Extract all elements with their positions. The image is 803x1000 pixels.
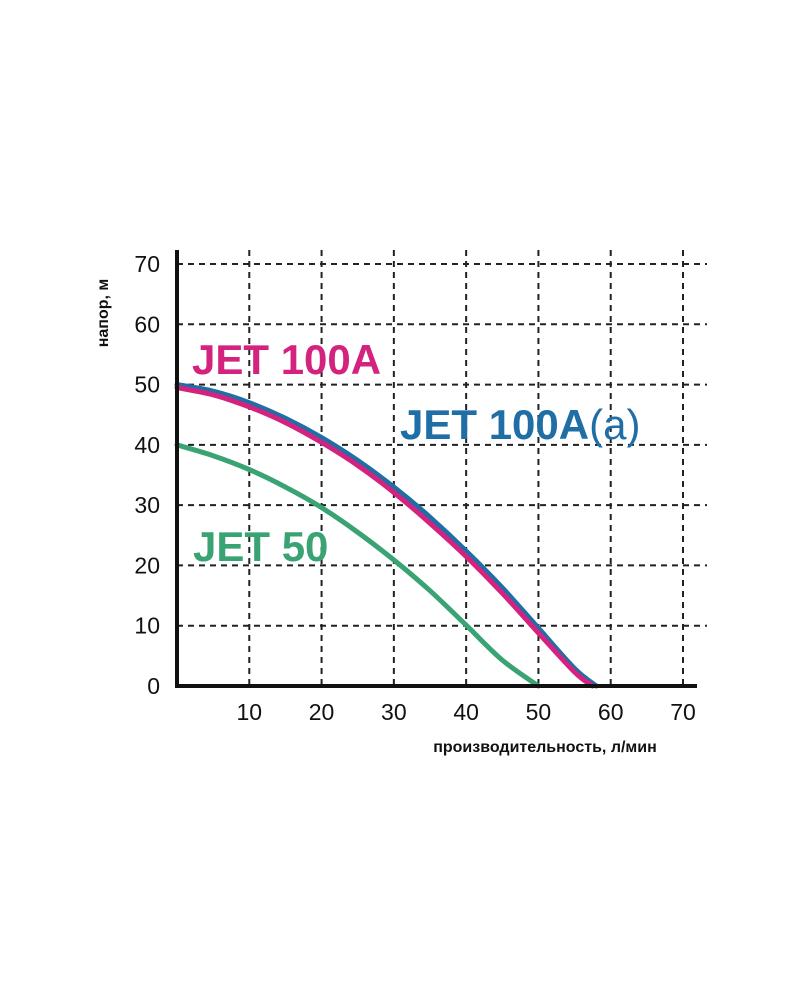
- series-label-jet-100a: JET 100A: [192, 336, 381, 383]
- tick-labels: 0 10 20 30 40 50 60 70 10 20 30 40 50 60 70: [134, 251, 695, 725]
- axes: [175, 250, 697, 688]
- y-tick-label-30: 30: [134, 492, 160, 518]
- series-curve-jet-100a: [174, 385, 596, 689]
- curves: [174, 382, 599, 689]
- grid: [177, 250, 707, 686]
- series-label-jet-50: JET 50: [193, 523, 328, 570]
- y-tick-label-0: 0: [147, 673, 160, 699]
- x-tick-label-60: 60: [598, 699, 624, 725]
- y-tick-label-20: 20: [134, 552, 160, 578]
- x-tick-label-50: 50: [526, 699, 552, 725]
- x-tick-label-40: 40: [453, 699, 479, 725]
- x-tick-label-10: 10: [236, 699, 262, 725]
- series-curve-jet-50: [174, 442, 541, 689]
- y-axis-label: напор, м: [95, 279, 112, 348]
- series-label-jet-100a-a-main: JET 100A: [400, 401, 589, 448]
- x-tick-label-30: 30: [381, 699, 407, 725]
- y-tick-label-10: 10: [134, 613, 160, 639]
- x-axis-label: производительность, л/мин: [433, 739, 657, 756]
- series-label-jet-100a-a-suffix: (a): [589, 401, 640, 448]
- x-tick-label-20: 20: [309, 699, 335, 725]
- series-label-jet-100a-a: JET 100A(a): [400, 401, 640, 448]
- y-tick-label-50: 50: [134, 372, 160, 398]
- y-tick-label-60: 60: [134, 311, 160, 337]
- y-tick-label-40: 40: [134, 432, 160, 458]
- series-curve-jet-100a-a: [174, 382, 599, 689]
- y-tick-label-70: 70: [134, 251, 160, 277]
- x-tick-label-70: 70: [670, 699, 696, 725]
